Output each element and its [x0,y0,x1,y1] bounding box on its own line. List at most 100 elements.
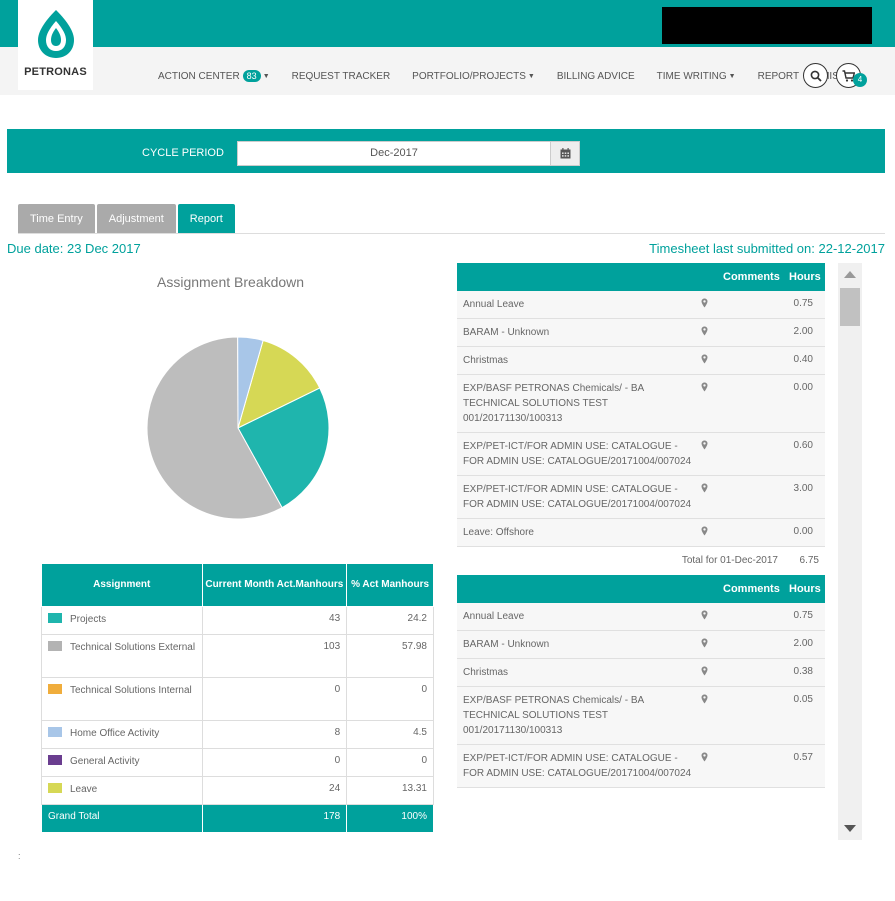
legend-swatch [48,684,62,694]
timesheet-hours: 0.05 [793,694,813,705]
timesheet-hours: 2.00 [793,326,813,337]
assignment-pie-chart [146,336,330,520]
location-pin-icon[interactable] [701,752,708,765]
location-pin-icon[interactable] [701,440,708,453]
tab-time-entry[interactable]: Time Entry [18,204,95,234]
assignment-cell: General Activity [41,748,203,777]
timesheet-hours: 3.00 [793,483,813,494]
petronas-logo[interactable]: PETRONAS [18,0,93,90]
timesheet-scrollbar[interactable] [838,263,862,840]
scroll-down-arrow-icon[interactable] [844,825,856,832]
timesheet-group-2: Annual Leave 0.75 BARAM - Unknown 2.00 Chr… [457,603,825,788]
hours-cell: 8 [201,720,348,749]
assignment-name: General Activity [70,756,140,767]
table-row: Technical Solutions External 103 57.98 [41,634,434,678]
legend-swatch [48,783,62,793]
cycle-period-input[interactable]: Dec-2017 [237,141,551,166]
pie-slice-technical-solutions-external[interactable] [146,336,283,520]
table-row: Leave 24 13.31 [41,776,434,805]
legend-swatch [48,613,62,623]
hours-cell: 0 [201,677,348,721]
petronas-logo-icon [38,10,74,58]
cycle-period-label: CYCLE PERIOD [142,147,224,159]
assignment-name: Projects [70,614,107,625]
search-icon [810,70,822,82]
calendar-icon [560,148,570,159]
location-pin-icon[interactable] [701,526,708,539]
action-center-badge: 83 [242,70,261,82]
legend-swatch [48,755,62,765]
caret-down-icon: ▼ [262,72,270,80]
location-pin-icon[interactable] [701,382,708,395]
nav-portfolio-projects[interactable]: PORTFOLIO/PROJECTS ▼ [412,71,535,82]
timesheet-row: EXP/BASF PETRONAS Chemicals/ - BA TECHNI… [457,375,825,433]
timesheet-item-name: EXP/PET-ICT/FOR ADMIN USE: CATALOGUE - F… [463,753,692,779]
pct-cell: 57.98 [346,634,434,678]
search-button[interactable] [803,63,828,88]
day-total-label: Total for 01-Dec-2017 [681,555,778,566]
nav-time-writing[interactable]: TIME WRITING ▼ [657,71,736,82]
pie-slice-home-office-activity[interactable] [237,336,264,429]
hours-cell: 24 [201,776,348,805]
footer-mark: : [18,851,21,861]
calendar-button[interactable] [550,141,580,166]
location-pin-icon[interactable] [701,694,708,707]
nav-menu: ACTION CENTER 83 ▼ REQUEST TRACKER PORTF… [158,70,877,82]
pie-slice-leave[interactable] [237,339,321,429]
pct-cell: 13.31 [346,776,434,805]
location-pin-icon[interactable] [701,638,708,651]
chart-title: Assignment Breakdown [157,274,305,290]
nav-action-center[interactable]: ACTION CENTER 83 ▼ [158,70,270,82]
tab-report[interactable]: Report [177,204,235,234]
timesheet-row: Christmas 0.38 [457,659,825,687]
table-row: Projects 43 24.2 [41,606,434,635]
timesheet-item-name: EXP/BASF PETRONAS Chemicals/ - BA TECHNI… [463,695,644,736]
location-pin-icon[interactable] [701,298,708,311]
table-row: Home Office Activity 8 4.5 [41,720,434,749]
timesheet-row: Annual Leave 0.75 [457,603,825,631]
location-pin-icon[interactable] [701,483,708,496]
assignment-cell: Projects [41,606,203,635]
hours-cell: 103 [201,634,348,678]
timesheet-item-name: BARAM - Unknown [463,327,550,338]
location-pin-icon[interactable] [701,610,708,623]
header-current-month: Current Month Act.Manhours [201,563,348,607]
timesheet-hours: 0.38 [793,666,813,677]
nav-label: ACTION CENTER [158,70,240,82]
nav-billing-advice[interactable]: BILLING ADVICE [557,71,635,82]
pct-cell: 0 [346,677,434,721]
grand-total-hours: 178 [201,804,348,833]
nav-label: TIME WRITING [656,70,727,82]
timesheet-row: EXP/PET-ICT/FOR ADMIN USE: CATALOGUE - F… [457,476,825,519]
cart-icon [842,69,855,82]
timesheet-row: Annual Leave 0.75 [457,291,825,319]
cycle-period-bar: CYCLE PERIOD Dec-2017 [7,129,885,173]
scroll-up-arrow-icon[interactable] [844,271,856,278]
timesheet-day-total: Total for 01-Dec-2017 6.75 [457,547,825,575]
redacted-area [662,7,872,44]
timesheet-row: EXP/PET-ICT/FOR ADMIN USE: CATALOGUE - F… [457,433,825,476]
location-pin-icon[interactable] [701,354,708,367]
grand-total-pct: 100% [346,804,434,833]
timesheet-item-name: Christmas [463,355,509,366]
timesheet-hours: 0.60 [793,440,813,451]
location-pin-icon[interactable] [701,326,708,339]
scrollbar-thumb[interactable] [840,288,860,326]
timesheet-hours: 2.00 [793,638,813,649]
location-pin-icon[interactable] [701,666,708,679]
timesheet-item-name: BARAM - Unknown [463,639,550,650]
assignment-name: Home Office Activity [70,728,160,739]
nav-label: REQUEST TRACKER [291,70,391,82]
pct-cell: 24.2 [346,606,434,635]
due-date: Due date: 23 Dec 2017 [7,241,141,256]
assignment-table: Assignment Current Month Act.Manhours % … [41,563,434,833]
tab-adjustment[interactable]: Adjustment [96,204,176,234]
nav-report[interactable]: REPORT [758,71,800,82]
report-tabs: Time Entry Adjustment Report [18,204,237,234]
nav-label: PORTFOLIO/PROJECTS [412,70,526,82]
last-submitted: Timesheet last submitted on: 22-12-2017 [649,241,885,256]
pie-slice-projects[interactable] [237,387,330,509]
grand-total-row: Grand Total 178 100% [41,804,434,833]
timesheet-item-name: Leave: Offshore [463,527,534,538]
nav-request-tracker[interactable]: REQUEST TRACKER [292,71,391,82]
